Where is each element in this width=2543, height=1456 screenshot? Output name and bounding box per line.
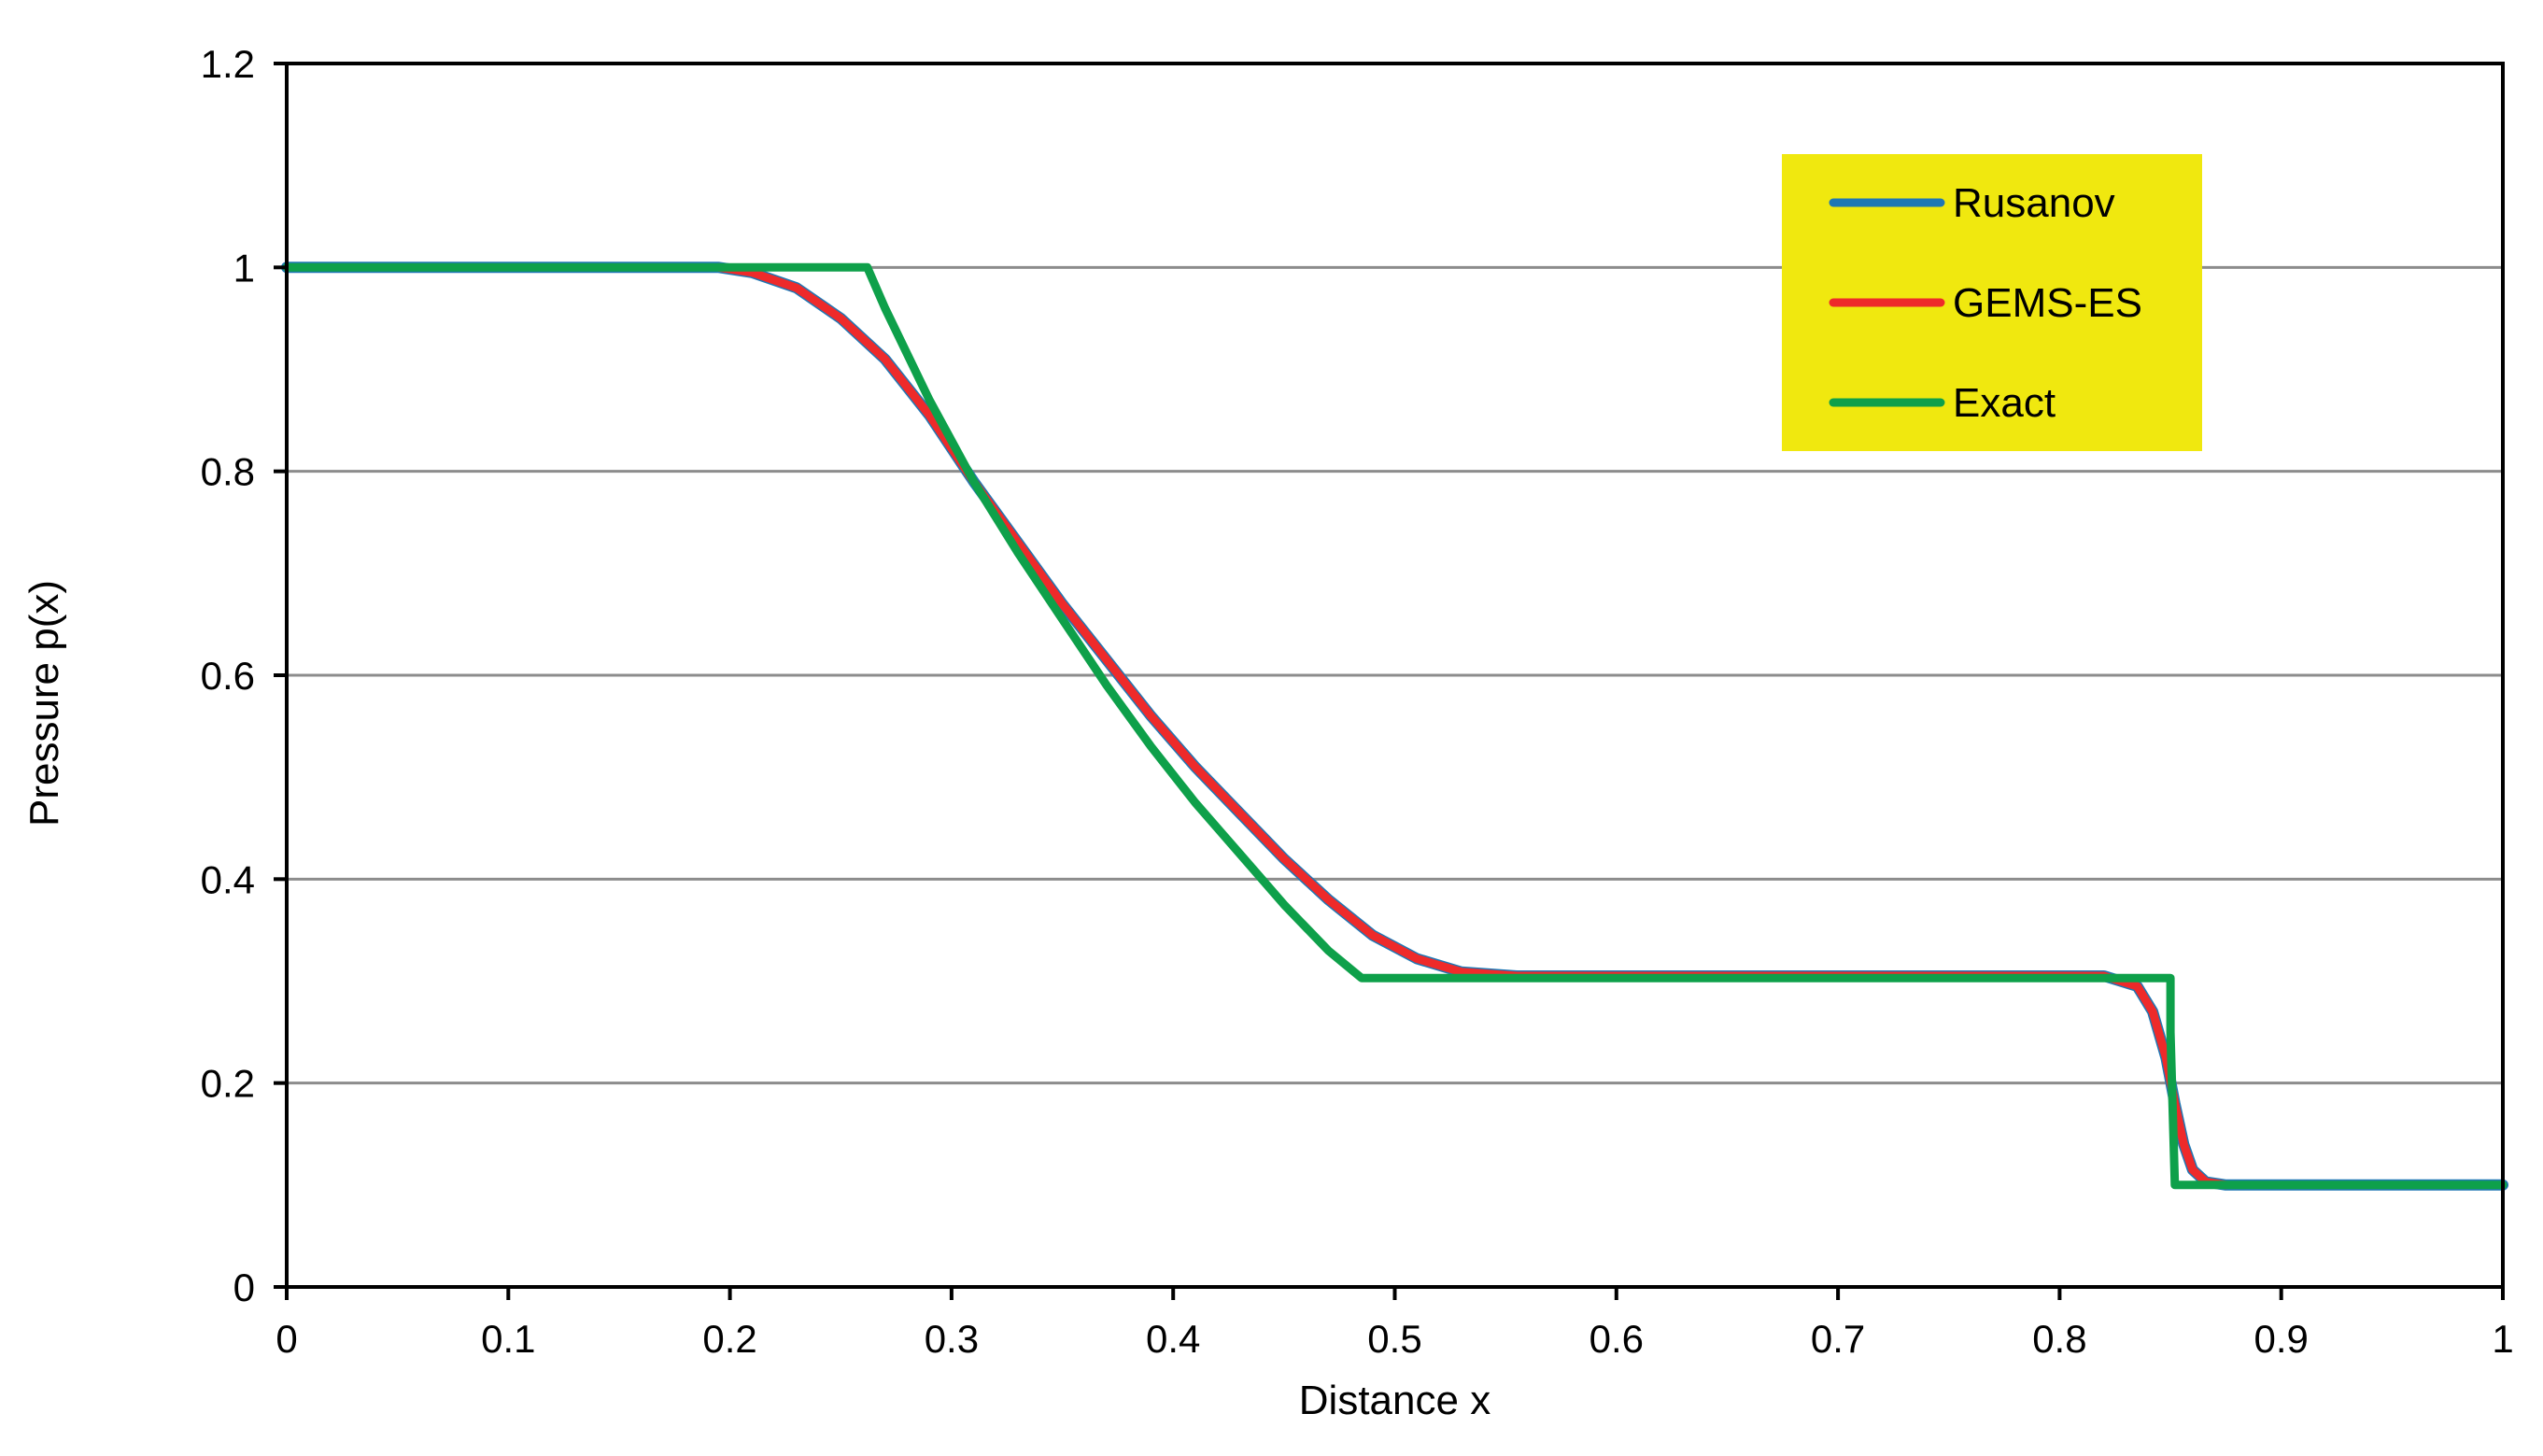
y-tick-label: 0 (233, 1265, 255, 1309)
x-tick-label: 1 (2492, 1317, 2513, 1361)
y-tick-label: 1 (233, 246, 255, 290)
x-axis-title: Distance x (1299, 1378, 1490, 1423)
x-tick-label: 0.4 (1146, 1317, 1200, 1361)
y-tick-label: 0.8 (201, 450, 255, 494)
x-tick-label: 0.3 (925, 1317, 979, 1361)
y-tick-label: 1.2 (201, 42, 255, 86)
legend-label-gems-es: GEMS-ES (1953, 280, 2142, 326)
x-tick-label: 0 (275, 1317, 297, 1361)
x-tick-label: 0.6 (1589, 1317, 1644, 1361)
y-tick-label: 0.6 (201, 654, 255, 698)
x-tick-label: 0.5 (1367, 1317, 1421, 1361)
series-line-exact (282, 262, 2508, 1190)
y-tick-label: 0.4 (201, 857, 255, 901)
x-tick-label: 0.7 (1811, 1317, 1865, 1361)
x-tick-label: 0.9 (2254, 1317, 2309, 1361)
axis-ticks: 0 0.2 0.4 0.6 0.8 1 1.2 0 0.1 0.2 0.3 0.4 0.5 0.6 0.7 0… (201, 42, 2514, 1361)
x-tick-label: 0.2 (702, 1317, 756, 1361)
legend: Rusanov GEMS-ES Exact (1782, 154, 2202, 451)
x-tick-label: 0.8 (2032, 1317, 2086, 1361)
legend-label-exact: Exact (1953, 380, 2056, 426)
y-axis-title: Pressure p(x) (21, 580, 67, 827)
y-tick-label: 0.2 (201, 1062, 255, 1106)
series-lines (281, 262, 2508, 1191)
legend-label-rusanov: Rusanov (1953, 180, 2115, 226)
x-tick-label: 0.1 (481, 1317, 535, 1361)
